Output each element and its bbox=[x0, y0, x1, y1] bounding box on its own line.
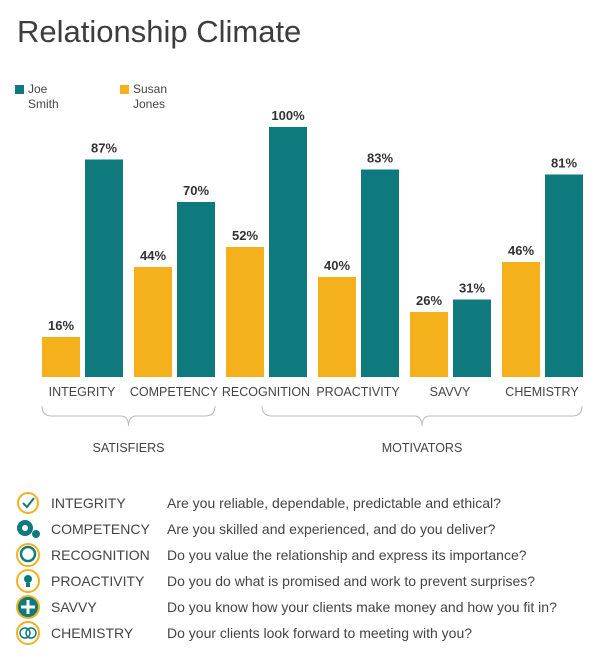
x-tick-label: SAVVY bbox=[430, 385, 471, 399]
group-bracket bbox=[261, 405, 583, 427]
data-label: 52% bbox=[232, 228, 258, 243]
definition-question: Do your clients look forward to meeting … bbox=[167, 625, 473, 641]
definition-name: INTEGRITY bbox=[51, 495, 126, 511]
definition-name: CHEMISTRY bbox=[51, 625, 134, 641]
definition-question: Are you reliable, dependable, predictabl… bbox=[167, 495, 501, 511]
definition-name: SAVVY bbox=[51, 599, 97, 615]
definition-name: PROACTIVITY bbox=[51, 573, 145, 589]
x-tick-label: RECOGNITION bbox=[222, 385, 310, 399]
data-label: 83% bbox=[367, 151, 393, 166]
data-label: 70% bbox=[183, 183, 209, 198]
x-tick-label: COMPETENCY bbox=[130, 385, 219, 399]
bar-savvy-susan bbox=[410, 312, 448, 377]
data-label: 26% bbox=[416, 293, 442, 308]
definition-row: RECOGNITION Do you value the relationship… bbox=[15, 543, 527, 567]
chart-title: Relationship Climate bbox=[17, 14, 302, 49]
bar-proactivity-joe bbox=[361, 169, 399, 377]
bar-chart: 16% 87% INTEGRITY 44% 70% COMPETENCY 52% 100% RE… bbox=[41, 108, 583, 455]
award-ring-icon bbox=[16, 543, 40, 567]
bar-competency-joe bbox=[177, 202, 215, 377]
data-label: 100% bbox=[271, 108, 305, 123]
definition-question: Do you value the relationship and expres… bbox=[167, 547, 527, 563]
definition-name: COMPETENCY bbox=[51, 521, 150, 537]
legend-swatch-joe bbox=[15, 85, 24, 94]
legend-label: Smith bbox=[28, 97, 59, 111]
bar-integrity-susan bbox=[42, 337, 80, 377]
data-label: 40% bbox=[324, 258, 350, 273]
group-label: MOTIVATORS bbox=[382, 441, 463, 455]
plus-circle-icon bbox=[16, 595, 40, 619]
bar-competency-susan bbox=[134, 267, 172, 377]
group-bracket bbox=[41, 405, 216, 427]
legend-label: Susan bbox=[133, 82, 168, 96]
definition-question: Are you skilled and experienced, and do … bbox=[167, 521, 496, 537]
interlocking-rings-icon bbox=[16, 621, 40, 645]
bar-proactivity-susan bbox=[318, 277, 356, 377]
bar-integrity-joe bbox=[85, 159, 123, 377]
bar-recognition-joe bbox=[269, 127, 307, 377]
definition-row: PROACTIVITY Do you do what is promised an… bbox=[15, 569, 535, 593]
bar-chemistry-joe bbox=[545, 174, 583, 377]
data-label: 44% bbox=[140, 248, 166, 263]
definition-row: SAVVY Do you know how your clients make m… bbox=[15, 595, 557, 619]
bar-chemistry-susan bbox=[502, 262, 540, 377]
x-tick-label: CHEMISTRY bbox=[505, 385, 579, 399]
legend-swatch-susan bbox=[120, 85, 129, 94]
bar-recognition-susan bbox=[226, 247, 264, 377]
definition-row: COMPETENCY Are you skilled and experience… bbox=[15, 517, 495, 541]
legend-label: Jones bbox=[133, 97, 166, 111]
data-label: 46% bbox=[508, 243, 534, 258]
definition-row: CHEMISTRY Do your clients look forward to… bbox=[15, 621, 472, 645]
check-circle-icon bbox=[17, 492, 39, 514]
legend-susan-jones: Susan Jones bbox=[120, 82, 168, 112]
definition-question: Do you know how your clients make money … bbox=[167, 599, 557, 615]
legend-label: Joe bbox=[28, 82, 48, 96]
definition-question: Do you do what is promised and work to p… bbox=[167, 573, 536, 589]
data-label: 16% bbox=[48, 318, 74, 333]
definition-name: RECOGNITION bbox=[51, 547, 150, 563]
x-tick-label: PROACTIVITY bbox=[316, 385, 400, 399]
gears-icon bbox=[17, 520, 40, 538]
data-label: 87% bbox=[91, 141, 117, 156]
lightbulb-icon bbox=[16, 569, 40, 593]
definition-row: INTEGRITY Are you reliable, dependable, p… bbox=[15, 491, 501, 515]
x-tick-label: INTEGRITY bbox=[49, 385, 116, 399]
legend-joe-smith: Joe Smith bbox=[15, 82, 59, 112]
group-label: SATISFIERS bbox=[92, 441, 164, 455]
bar-savvy-joe bbox=[453, 299, 491, 377]
data-label: 81% bbox=[551, 156, 577, 171]
data-label: 31% bbox=[459, 281, 485, 296]
